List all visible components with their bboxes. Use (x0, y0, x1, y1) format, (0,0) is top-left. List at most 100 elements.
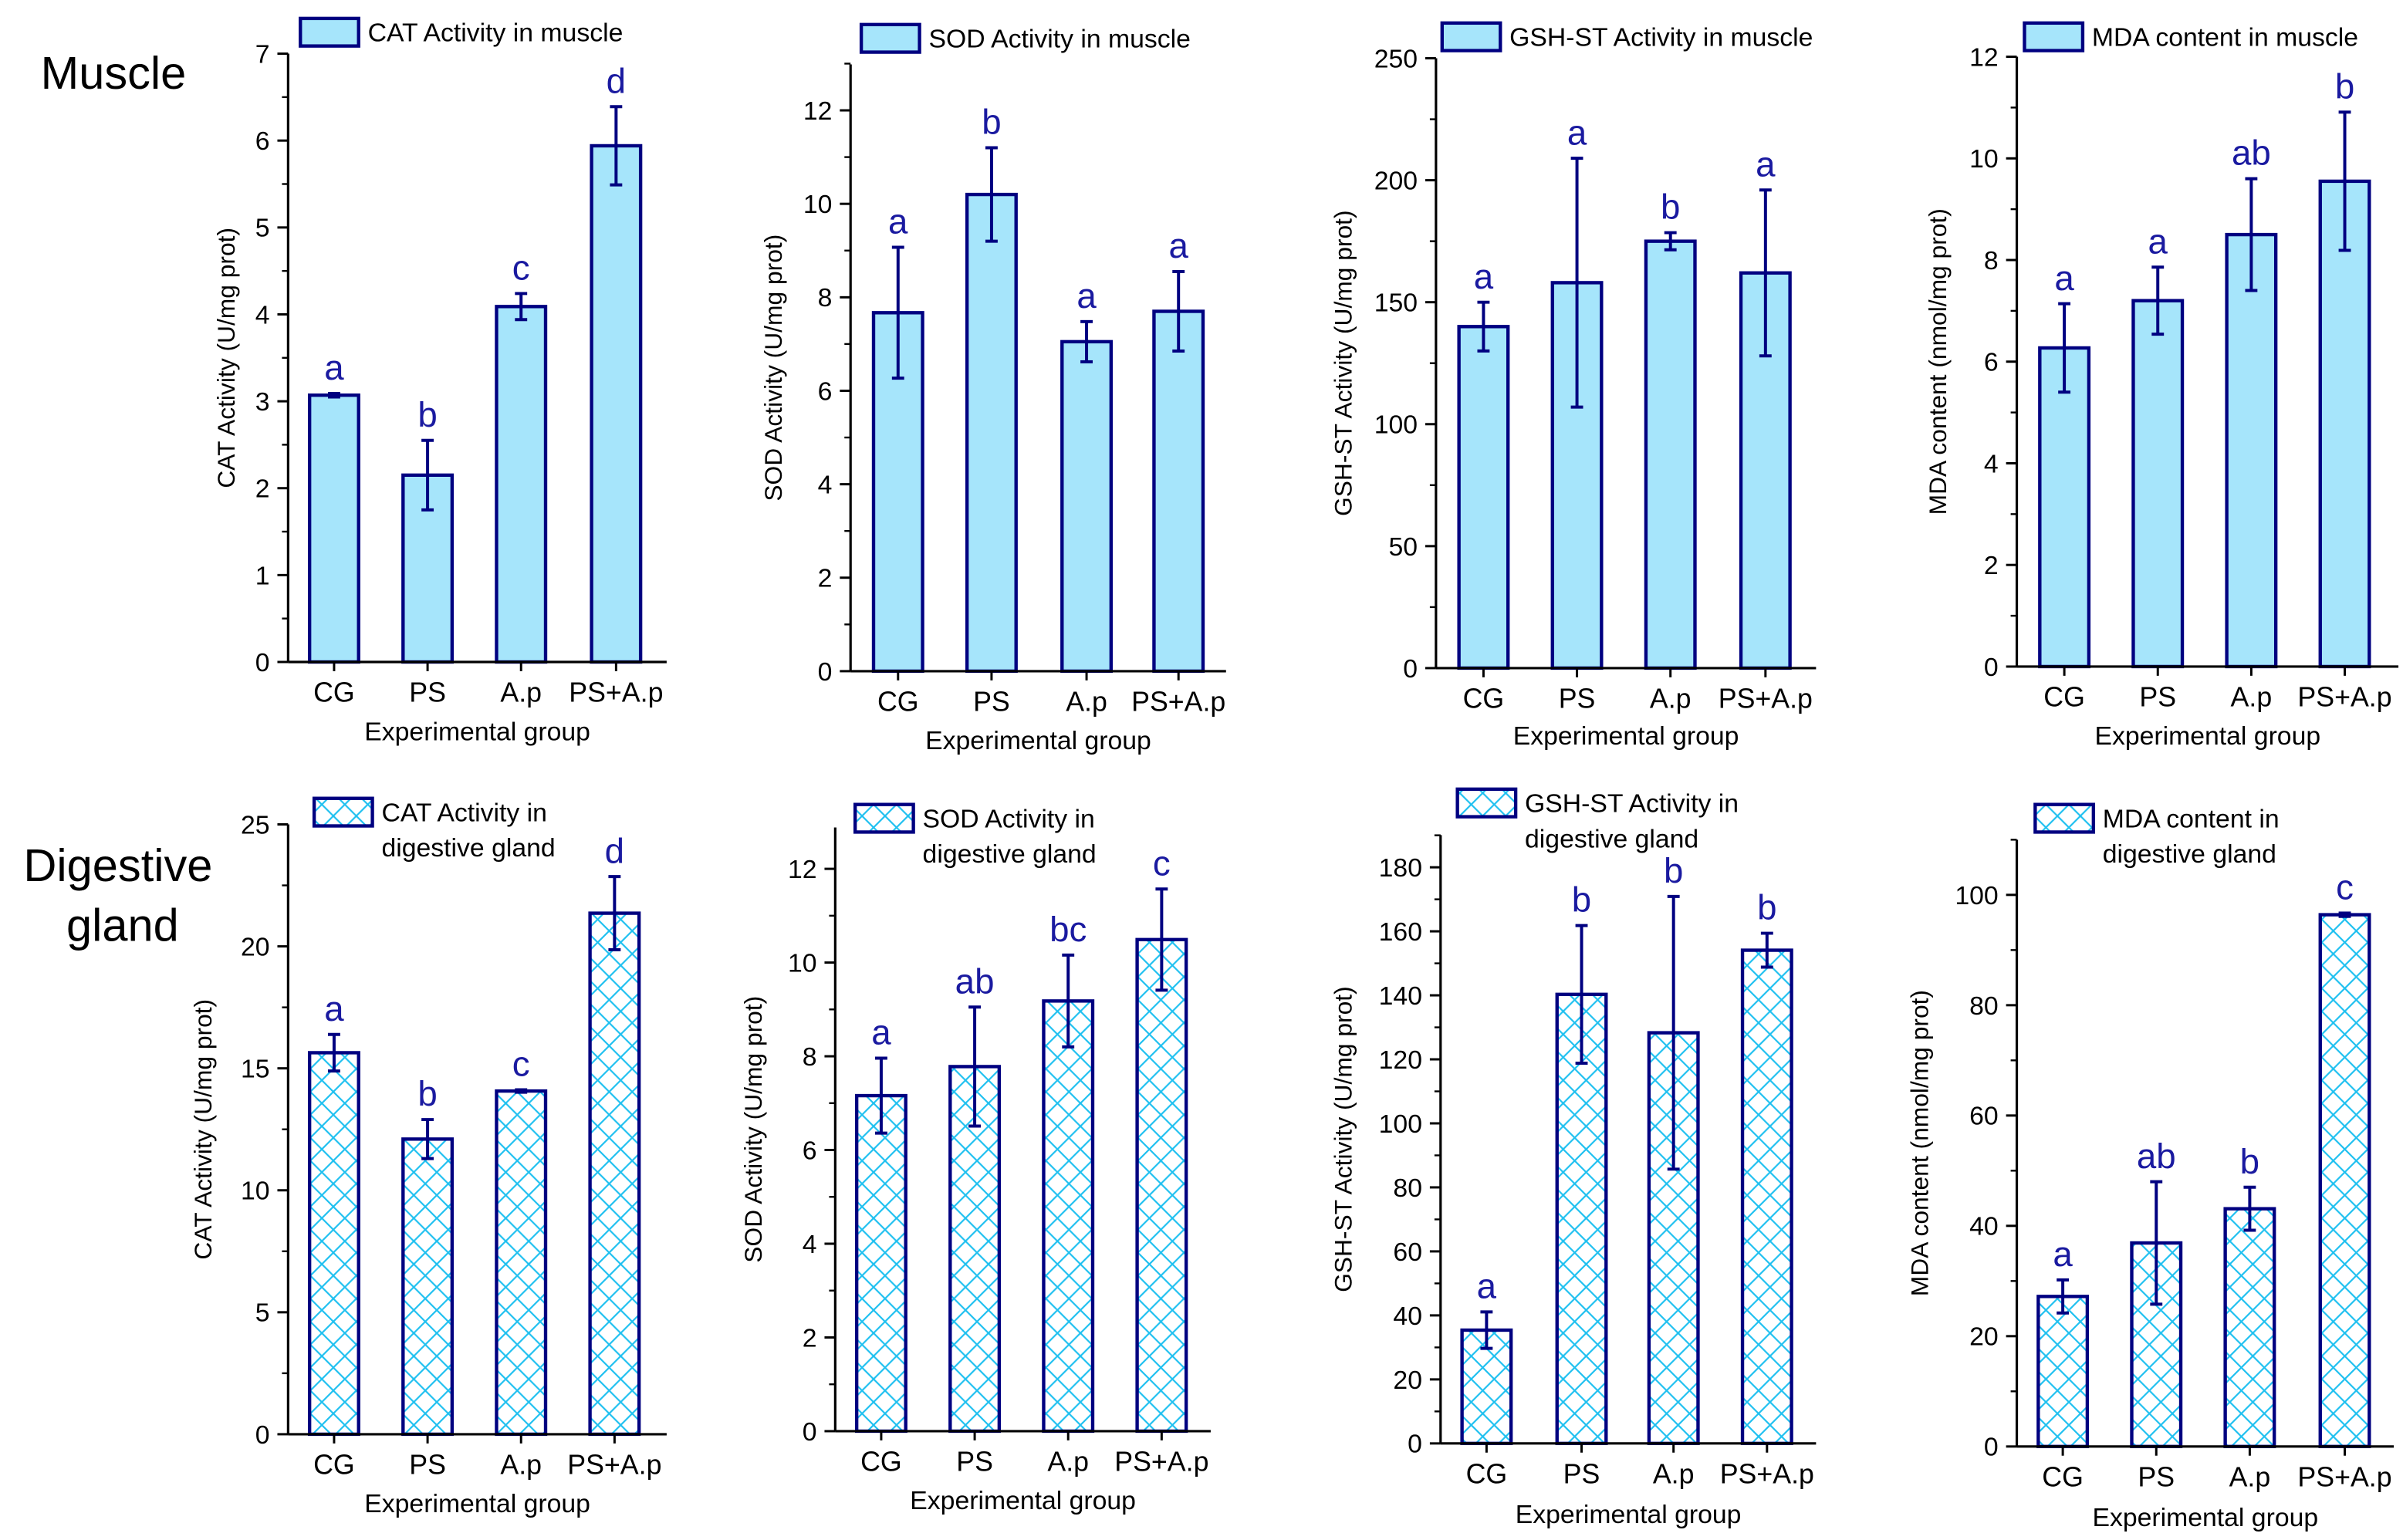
error-bar (2151, 265, 2165, 336)
y-tick-label: 20 (1393, 1366, 1422, 1395)
y-tick-label: 10 (241, 1177, 270, 1206)
significance-letter: ab (955, 961, 995, 1001)
y-tick-label: 0 (255, 1420, 270, 1450)
error-bar (1759, 188, 1772, 358)
error-bar (1172, 270, 1185, 353)
x-tick-label: PS+A.p (2297, 682, 2391, 713)
bar-CG (1457, 325, 1510, 670)
bar-PS+A.p (588, 911, 641, 1437)
y-tick-label: 50 (1388, 532, 1418, 562)
chart-2: a CG b PS a A.p a PS+A.p 0 2 4 6 8 10 12 SOD Activity (… (759, 22, 1226, 755)
x-tick-label: A.p (1047, 1447, 1089, 1478)
error-bar (2150, 1180, 2163, 1306)
x-tick-label: PS (2138, 1461, 2175, 1492)
x-tick-label: PS+A.p (1720, 1458, 1814, 1489)
legend-label: MDA content in (2103, 804, 2280, 833)
x-tick-label: PS (973, 687, 1010, 718)
bar-CG (871, 311, 924, 674)
error-bar (891, 245, 904, 380)
bar-PS (1555, 992, 1608, 1446)
significance-letter: a (1756, 144, 1776, 184)
significance-letter: b (417, 395, 437, 434)
legend-swatch (853, 802, 915, 834)
x-axis-title: Experimental group (2092, 1503, 2318, 1532)
x-tick-label: A.p (500, 1450, 542, 1481)
significance-letter: b (2335, 66, 2354, 106)
significance-letter: b (1757, 888, 1776, 927)
x-tick-label: A.p (2231, 682, 2273, 713)
error-bar (421, 1118, 434, 1160)
y-tick-label: 20 (241, 933, 270, 962)
y-tick-label: 25 (241, 810, 270, 839)
legend: MDA content in muscle (2023, 21, 2358, 52)
bar-PS+A.p (1152, 309, 1205, 674)
error-bar (1575, 924, 1588, 1065)
bar-PS (2131, 299, 2185, 669)
y-tick-label: 10 (788, 948, 817, 978)
error-bar (2058, 302, 2071, 394)
significance-letter: c (512, 1045, 530, 1084)
y-tick-label: 0 (803, 1417, 817, 1447)
y-tick-label: 7 (255, 39, 270, 69)
y-axis-title: GSH-ST Activity (U/mg prot) (1330, 210, 1357, 516)
error-bar (1664, 231, 1677, 252)
bar-A.p (495, 305, 548, 664)
legend-label: digestive gland (1525, 824, 1698, 853)
x-tick-label: PS+A.p (1131, 687, 1225, 718)
chart-4: a CG a PS ab A.p b PS+A.p 0 2 4 6 8 10 12 MDA content (… (1924, 21, 2399, 751)
bar-A.p (1042, 999, 1095, 1434)
y-tick-label: 250 (1374, 44, 1418, 73)
bar-CG (2036, 1295, 2090, 1448)
y-tick-label: 2 (255, 474, 270, 504)
chart-3: a CG a PS b A.p a PS+A.p 0 50 100 150 200 250 GSH-ST A… (1330, 21, 1817, 751)
x-tick-label: CG (313, 1450, 355, 1481)
error-bar (2245, 177, 2258, 292)
y-axis-title: SOD Activity (U/mg prot) (759, 235, 787, 502)
bar-PS+A.p (1135, 937, 1188, 1434)
x-tick-label: A.p (1066, 687, 1107, 718)
significance-letter: b (1664, 851, 1683, 890)
legend: SOD Activity in digestive gland (853, 802, 1097, 869)
bar-PS+A.p (1740, 948, 1793, 1446)
x-tick-label: A.p (1653, 1458, 1695, 1489)
significance-letter: d (607, 61, 626, 100)
error-bar (515, 292, 528, 322)
bar-PS (965, 192, 1018, 674)
legend-swatch (1455, 787, 1518, 819)
bar-CG (854, 1093, 907, 1434)
bar-A.p (495, 1089, 548, 1437)
legend-swatch (2033, 802, 2096, 834)
row-label-digestive-1: Digestive (23, 839, 212, 891)
legend-label: SOD Activity in muscle (928, 25, 1190, 54)
y-tick-label: 100 (1379, 1109, 1422, 1139)
y-tick-label: 160 (1379, 917, 1422, 947)
y-tick-label: 4 (818, 471, 833, 500)
error-bar (874, 1056, 887, 1135)
y-tick-label: 180 (1379, 853, 1422, 883)
error-bar (1760, 931, 1773, 969)
chart-5: a CG b PS c A.p d PS+A.p 0 5 10 15 20 25 CAT Activity … (189, 796, 667, 1518)
legend: CAT Activity in digestive gland (312, 796, 556, 863)
y-tick-label: 140 (1379, 981, 1422, 1011)
y-tick-label: 6 (255, 127, 270, 156)
y-tick-label: 120 (1379, 1045, 1422, 1075)
chart-1: a CG b PS c A.p d PS+A.p 0 1 2 3 4 5 6 7 CAT Activity (U… (212, 16, 667, 746)
legend: CAT Activity in muscle (299, 16, 624, 48)
row-label-muscle: Muscle (41, 47, 187, 99)
y-tick-label: 40 (1969, 1212, 1999, 1241)
error-bar (1155, 887, 1168, 992)
significance-letter: b (1661, 187, 1680, 227)
y-tick-label: 200 (1374, 167, 1418, 196)
legend-label: SOD Activity in (923, 804, 1095, 833)
significance-letter: a (1477, 1266, 1497, 1305)
significance-letter: d (605, 831, 624, 870)
legend-label: CAT Activity in muscle (368, 19, 624, 48)
y-tick-label: 20 (1969, 1322, 1999, 1352)
y-axis-title: GSH-ST Activity (U/mg prot) (1330, 986, 1357, 1292)
significance-letter: a (324, 989, 344, 1028)
y-tick-label: 0 (818, 657, 833, 687)
significance-letter: a (871, 1013, 891, 1052)
error-bar (2057, 1278, 2070, 1315)
chart-7: a CG b PS b A.p b PS+A.p 0 20 40 60 80 100 120 140 160 18… (1330, 787, 1817, 1529)
